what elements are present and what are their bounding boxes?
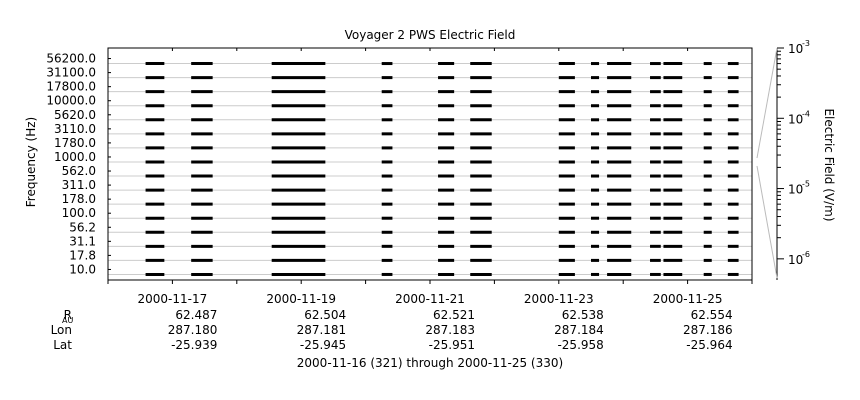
ephemeris-value: -25.958 bbox=[557, 338, 603, 352]
ephemeris-row-label: Lat bbox=[53, 338, 72, 352]
colorbar-tick-exp: -4 bbox=[802, 109, 810, 118]
y-tick-label: 31100.0 bbox=[46, 66, 96, 80]
ephemeris-row-label: Lon bbox=[51, 323, 72, 337]
x-tick-label: 2000-11-23 bbox=[524, 292, 594, 306]
y-tick-label: 3110.0 bbox=[54, 122, 96, 136]
colorbar-connector bbox=[756, 165, 778, 279]
y-tick-label: 1000.0 bbox=[54, 150, 96, 164]
ephemeris-row-label-sub: AU bbox=[62, 316, 73, 325]
colorbar-tick-base: 10 bbox=[788, 42, 803, 56]
colorbar-label: Electric Field (V/m) bbox=[822, 108, 836, 221]
y-tick-label: 17800.0 bbox=[46, 80, 96, 94]
colorbar-tick-base: 10 bbox=[788, 183, 803, 197]
x-axis-label: 2000-11-16 (321) through 2000-11-25 (330… bbox=[297, 356, 563, 370]
ephemeris-value: 62.554 bbox=[691, 308, 733, 322]
ephemeris-row-label: R bbox=[64, 308, 72, 322]
y-tick-label: 10000.0 bbox=[46, 94, 96, 108]
x-tick-label: 2000-11-17 bbox=[138, 292, 208, 306]
ephemeris-value: 287.184 bbox=[554, 323, 604, 337]
y-tick-label: 56.2 bbox=[69, 220, 96, 234]
y-tick-label: 5620.0 bbox=[54, 108, 96, 122]
y-tick-label: 178.0 bbox=[62, 192, 96, 206]
ephemeris-value: 287.186 bbox=[683, 323, 733, 337]
x-tick-label: 2000-11-19 bbox=[266, 292, 336, 306]
y-tick-label: 56200.0 bbox=[46, 52, 96, 66]
ephemeris-value: -25.945 bbox=[300, 338, 346, 352]
ephemeris-value: -25.939 bbox=[171, 338, 217, 352]
ephemeris-value: 62.487 bbox=[175, 308, 217, 322]
y-tick-label: 562.0 bbox=[62, 164, 96, 178]
y-tick-label: 1780.0 bbox=[54, 136, 96, 150]
colorbar-tick-exp: -3 bbox=[802, 39, 810, 48]
y-axis-label: Frequency (Hz) bbox=[24, 117, 38, 208]
x-tick-label: 2000-11-21 bbox=[395, 292, 465, 306]
y-tick-label: 10.0 bbox=[69, 262, 96, 276]
colorbar-tick-exp: -6 bbox=[802, 250, 810, 259]
ephemeris-value: 62.538 bbox=[562, 308, 604, 322]
colorbar-connector bbox=[756, 47, 778, 159]
ephemeris-value: 287.183 bbox=[425, 323, 475, 337]
chart-title: Voyager 2 PWS Electric Field bbox=[345, 28, 516, 42]
ephemeris-value: 62.504 bbox=[304, 308, 346, 322]
ephemeris-value: 62.521 bbox=[433, 308, 475, 322]
ephemeris-value: 287.181 bbox=[297, 323, 347, 337]
x-tick-label: 2000-11-25 bbox=[653, 292, 723, 306]
colorbar-tick-base: 10 bbox=[788, 112, 803, 126]
colorbar-tick-exp: -5 bbox=[802, 180, 810, 189]
colorbar-tick-base: 10 bbox=[788, 253, 803, 267]
ephemeris-value: -25.951 bbox=[429, 338, 475, 352]
ephemeris-value: -25.964 bbox=[686, 338, 732, 352]
y-tick-label: 31.1 bbox=[69, 234, 96, 248]
y-tick-label: 311.0 bbox=[62, 178, 96, 192]
y-tick-label: 17.8 bbox=[69, 248, 96, 262]
y-tick-label: 100.0 bbox=[62, 206, 96, 220]
ephemeris-value: 287.180 bbox=[168, 323, 218, 337]
